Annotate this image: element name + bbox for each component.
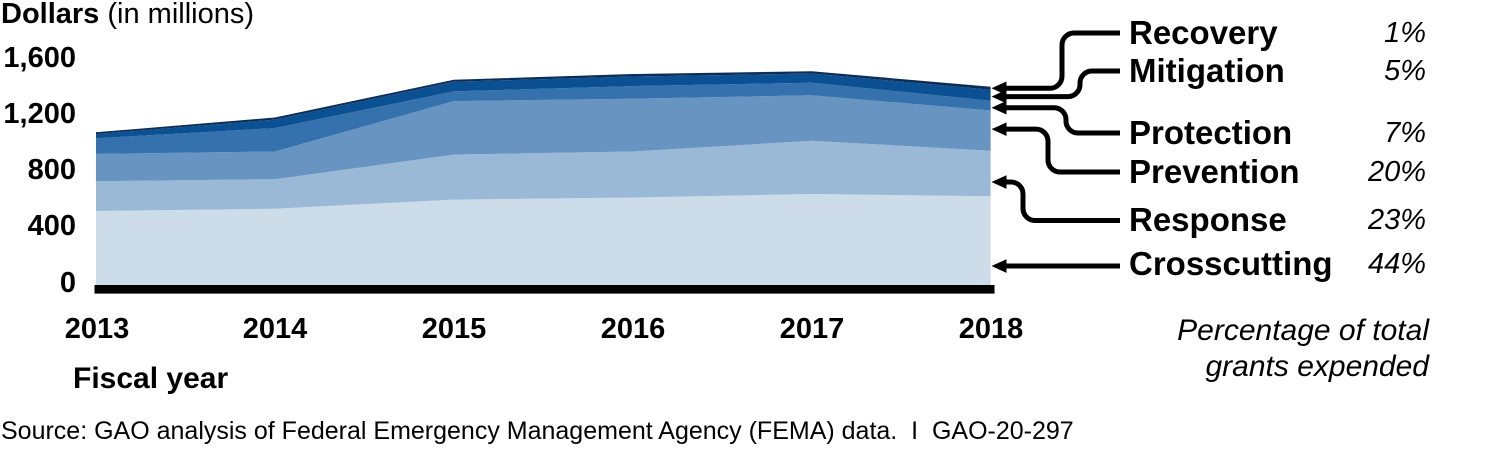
legend-arrow-line-prevention	[1004, 126, 1120, 175]
legend-note-line-1: Percentage of total	[1177, 314, 1429, 347]
legend-pct-response: 23%	[1367, 204, 1426, 236]
y-tick-label-0: 0	[59, 267, 76, 299]
legend-arrow-head-mitigation	[991, 89, 1007, 104]
area-protection	[96, 82, 991, 154]
chart-title-units: (in millions)	[99, 0, 254, 30]
legend-label-mitigation: Mitigation	[1129, 52, 1285, 89]
legend-arrow-line-recovery	[1004, 30, 1120, 91]
legend-pct-prevention: 20%	[1367, 156, 1426, 188]
legend-arrow-head-protection	[991, 100, 1007, 115]
x-tick-label-2013: 2013	[64, 313, 130, 345]
legend-label-prevention: Prevention	[1129, 153, 1300, 190]
x-tick-label-2017: 2017	[779, 313, 845, 345]
legend-pct-crosscutting: 44%	[1367, 248, 1426, 280]
legend-pct-mitigation: 5%	[1384, 55, 1426, 87]
source-line: Source: GAO analysis of Federal Emergenc…	[1, 417, 1074, 445]
x-tick-label-2014: 2014	[242, 313, 308, 345]
legend-label-crosscutting: Crosscutting	[1129, 245, 1333, 282]
area-prevention	[96, 95, 991, 182]
legend-label-protection: Protection	[1129, 114, 1293, 151]
x-tick-label-2018: 2018	[958, 313, 1024, 345]
y-tick-label-1600: 1,600	[3, 42, 76, 74]
chart-title: Dollars (in millions)	[1, 0, 254, 31]
legend-note-line-2: grants expended	[1205, 350, 1429, 383]
legend-arrow-head-crosscutting	[991, 259, 1007, 273]
legend-label-recovery: Recovery	[1129, 14, 1278, 51]
x-axis-title: Fiscal year	[73, 362, 229, 395]
legend-arrow-head-prevention	[991, 122, 1007, 136]
x-tick-label-2015: 2015	[421, 313, 487, 345]
y-tick-label-400: 400	[27, 210, 76, 242]
area-crosscutting	[96, 194, 991, 285]
legend-arrow-line-mitigation	[1004, 68, 1120, 100]
legend-arrow-line-protection	[1004, 105, 1120, 136]
chart-title-bold: Dollars	[1, 0, 100, 30]
x-tick-label-2016: 2016	[600, 313, 666, 345]
y-tick-label-800: 800	[27, 154, 76, 186]
y-tick-label-1200: 1,200	[3, 98, 76, 130]
area-response	[96, 140, 991, 211]
x-axis-line	[94, 285, 995, 294]
area-mitigation	[96, 73, 991, 139]
legend-pct-recovery: 1%	[1384, 17, 1426, 49]
legend-arrow-line-response	[1004, 179, 1120, 223]
legend-label-response: Response	[1129, 201, 1287, 238]
legend-arrow-head-response	[991, 175, 1007, 189]
chart-title-units-text: (in millions)	[107, 0, 255, 30]
legend-pct-protection: 7%	[1384, 117, 1426, 149]
